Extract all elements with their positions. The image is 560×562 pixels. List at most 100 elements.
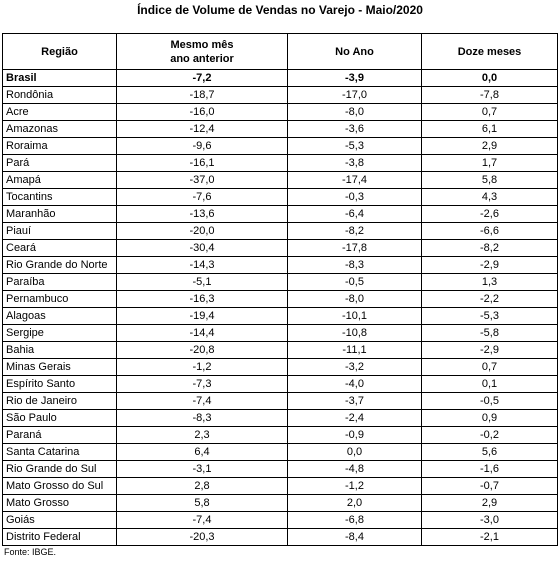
region-cell: Brasil [2,69,117,87]
value-cell: -2,9 [421,256,558,274]
value-cell: -20,0 [116,222,288,240]
region-cell: Amazonas [2,120,117,138]
region-cell: Acre [2,103,117,121]
region-cell: Paraná [2,426,117,444]
value-cell: -8,0 [287,103,422,121]
value-cell: 5,8 [421,171,558,189]
region-cell: Mato Grosso [2,494,117,512]
region-cell: Rio Grande do Sul [2,460,117,478]
value-cell: 2,8 [116,477,288,495]
region-cell: Alagoas [2,307,117,325]
value-cell: -0,3 [287,188,422,206]
value-cell: -0,5 [421,392,558,410]
value-cell: 1,3 [421,273,558,291]
table-row: Piauí -20,0 -8,2 -6,6 [2,222,558,240]
value-cell: -8,0 [287,290,422,308]
table-row: Maranhão -13,6 -6,4 -2,6 [2,205,558,223]
value-cell: -1,2 [287,477,422,495]
value-cell: -20,8 [116,341,288,359]
header-cell: Mesmo mês ano anterior [116,33,288,70]
region-cell: Rondônia [2,86,117,104]
value-cell: -2,4 [287,409,422,427]
value-cell: 2,9 [421,494,558,512]
value-cell: -7,3 [116,375,288,393]
table-row: Goiás -7,4 -6,8 -3,0 [2,511,558,529]
value-cell: 0,1 [421,375,558,393]
value-cell: -3,2 [287,358,422,376]
region-cell: Ceará [2,239,117,257]
region-cell: Sergipe [2,324,117,342]
value-cell: -14,3 [116,256,288,274]
value-cell: -7,4 [116,392,288,410]
value-cell: -8,2 [287,222,422,240]
value-cell: -6,4 [287,205,422,223]
value-cell: -6,8 [287,511,422,529]
value-cell: -2,1 [421,528,558,546]
value-cell: -17,0 [287,86,422,104]
region-cell: Distrito Federal [2,528,117,546]
value-cell: -9,6 [116,137,288,155]
table-row: Ceará -30,4 -17,8 -8,2 [2,239,558,257]
table-row: Mato Grosso 5,8 2,0 2,9 [2,494,558,512]
value-cell: -11,1 [287,341,422,359]
header-cell: Região [2,33,117,70]
value-cell: -13,6 [116,205,288,223]
table-row: Alagoas -19,4 -10,1 -5,3 [2,307,558,325]
value-cell: -5,3 [421,307,558,325]
region-cell: Goiás [2,511,117,529]
value-cell: 2,3 [116,426,288,444]
region-cell: Pernambuco [2,290,117,308]
value-cell: 0,7 [421,103,558,121]
region-cell: Espírito Santo [2,375,117,393]
value-cell: -3,0 [421,511,558,529]
title: Índice de Volume de Vendas no Varejo - M… [137,3,423,17]
value-cell: -30,4 [116,239,288,257]
region-cell: Pará [2,154,117,172]
table-row: Rio Grande do Norte -14,3 -8,3 -2,9 [2,256,558,274]
value-cell: 6,1 [421,120,558,138]
value-cell: -8,4 [287,528,422,546]
value-cell: -12,4 [116,120,288,138]
value-cell: -3,6 [287,120,422,138]
header-cell: Doze meses [421,33,558,70]
table-row: Pernambuco -16,3 -8,0 -2,2 [2,290,558,308]
value-cell: -4,0 [287,375,422,393]
source: Fonte: IBGE. [4,547,57,557]
table-row: Roraima -9,6 -5,3 2,9 [2,137,558,155]
value-cell: -5,1 [116,273,288,291]
region-cell: Tocantins [2,188,117,206]
value-cell: -17,4 [287,171,422,189]
value-cell: -6,6 [421,222,558,240]
value-cell: -7,6 [116,188,288,206]
region-cell: Bahia [2,341,117,359]
value-cell: -8,3 [116,409,288,427]
value-cell: -0,7 [421,477,558,495]
value-cell: -14,4 [116,324,288,342]
value-cell: -4,8 [287,460,422,478]
table-row: Bahia -20,8 -11,1 -2,9 [2,341,558,359]
region-cell: Maranhão [2,205,117,223]
value-cell: -2,6 [421,205,558,223]
table-row: Paraíba -5,1 -0,5 1,3 [2,273,558,291]
table-row: Brasil -7,2 -3,9 0,0 [2,69,558,87]
table-row: Rio de Janeiro -7,4 -3,7 -0,5 [2,392,558,410]
table-row: Paraná 2,3 -0,9 -0,2 [2,426,558,444]
value-cell: -18,7 [116,86,288,104]
table-row: Minas Gerais -1,2 -3,2 0,7 [2,358,558,376]
region-cell: Piauí [2,222,117,240]
header-cell: No Ano [287,33,422,70]
value-cell: 5,8 [116,494,288,512]
table-row: Amazonas -12,4 -3,6 6,1 [2,120,558,138]
region-cell: Mato Grosso do Sul [2,477,117,495]
value-cell: -7,2 [116,69,288,87]
region-cell: São Paulo [2,409,117,427]
value-cell: 2,9 [421,137,558,155]
value-cell: -2,2 [421,290,558,308]
table-row: Santa Catarina 6,4 0,0 5,6 [2,443,558,461]
value-cell: -5,8 [421,324,558,342]
table-row: Rio Grande do Sul -3,1 -4,8 -1,6 [2,460,558,478]
value-cell: -1,6 [421,460,558,478]
value-cell: -10,8 [287,324,422,342]
value-cell: -3,7 [287,392,422,410]
